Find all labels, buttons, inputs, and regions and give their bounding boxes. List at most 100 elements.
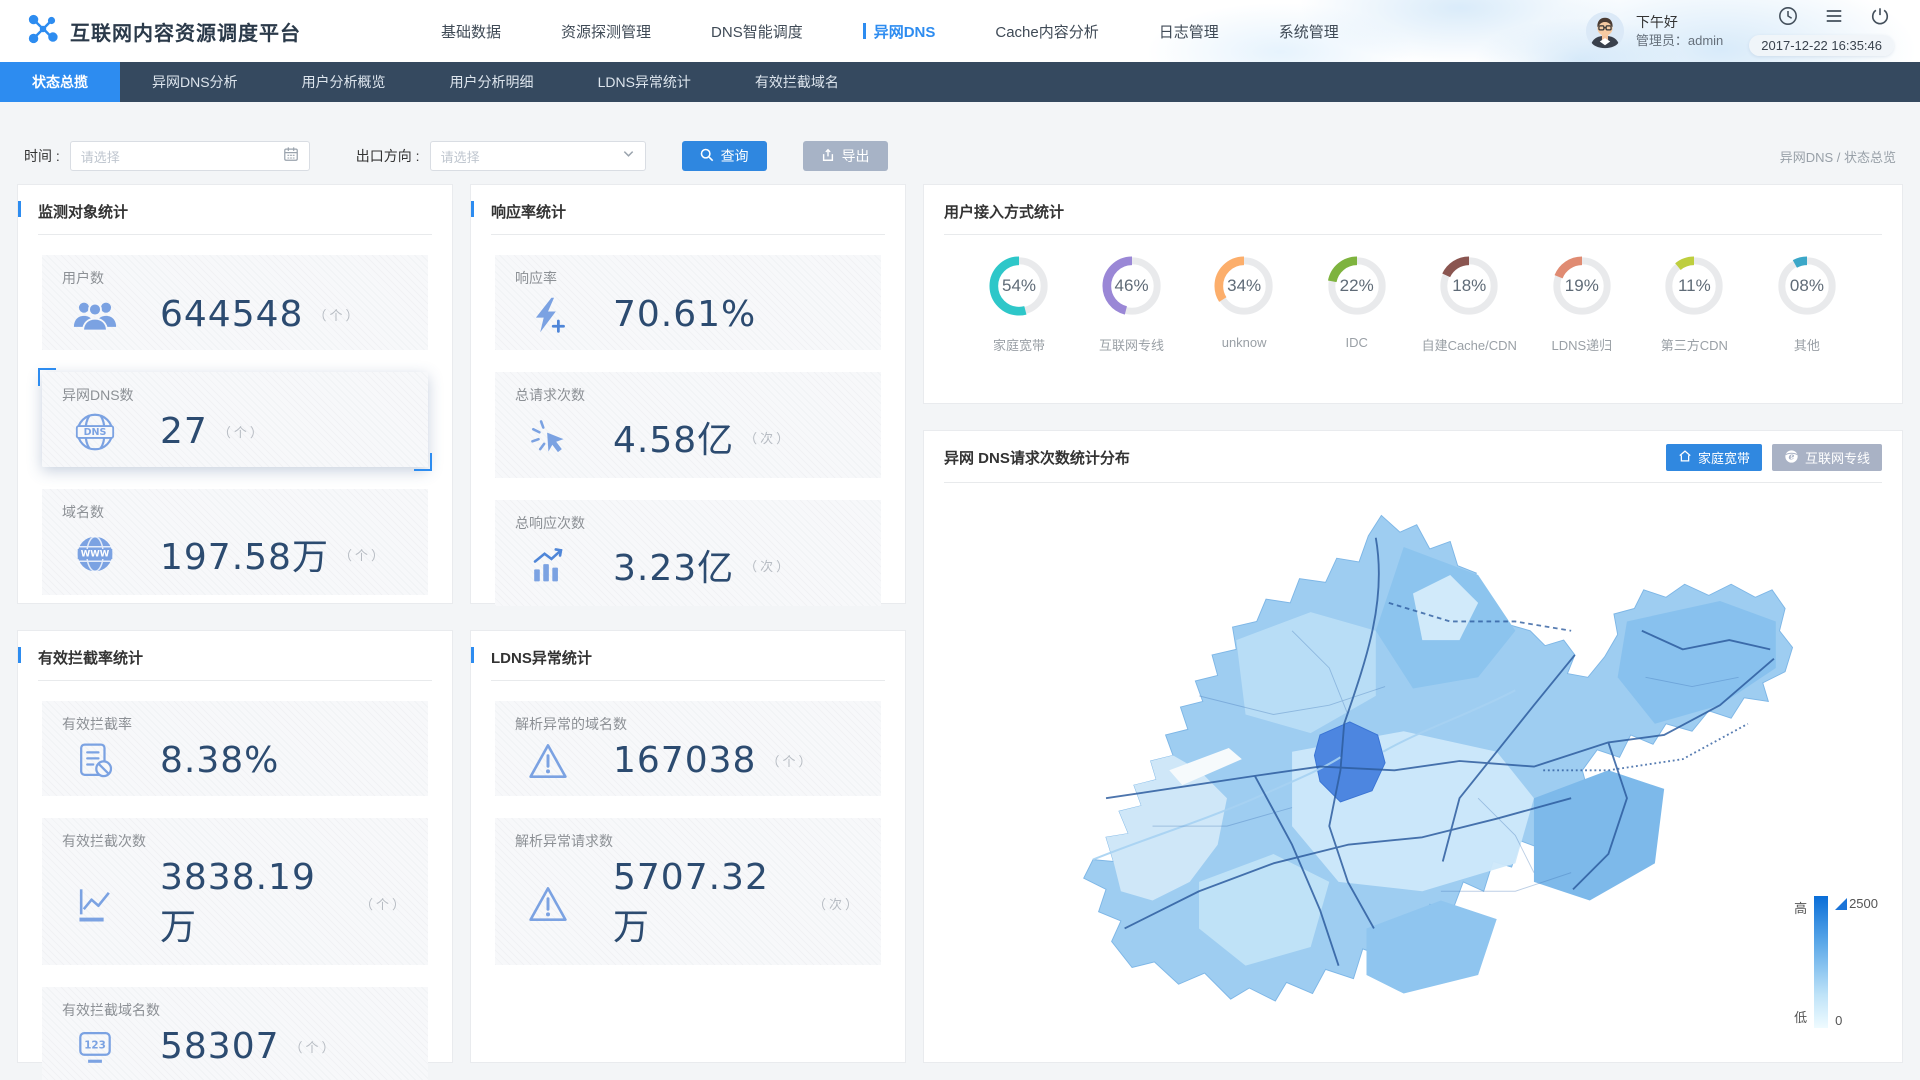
access-donut: 08% 其他 <box>1754 253 1860 354</box>
nav-item[interactable]: 系统管理 <box>1278 23 1339 41</box>
donut-chart: 22% <box>1324 253 1390 319</box>
nav-item[interactable]: 资源探测管理 <box>561 23 652 41</box>
legend-high-label: 高 <box>1794 901 1808 916</box>
stat-value: 8.38% <box>160 740 280 781</box>
donut-label: 家庭宽带 <box>992 338 1045 353</box>
breadcrumb: 异网DNS / 状态总览 <box>1779 149 1896 165</box>
access-donut: 22% IDC <box>1304 253 1410 354</box>
menu-list-icon[interactable] <box>1824 6 1844 31</box>
export-button[interactable]: 导出 <box>802 141 888 171</box>
donut-percent: 34% <box>1227 276 1262 295</box>
access-donut: 54% 家庭宽带 <box>966 253 1072 354</box>
card-title: 用户接入方式统计 <box>944 204 1065 221</box>
query-button[interactable]: 查询 <box>681 141 767 171</box>
map-highlight-region <box>1313 721 1386 803</box>
time-select[interactable]: 请选择 <box>69 141 310 171</box>
chevron-down-icon <box>622 147 635 165</box>
stat-tile[interactable]: 解析异常的域名数 167038 （个） <box>495 701 881 796</box>
stat-label: 总响应次数 <box>515 515 585 531</box>
tab[interactable]: 用户分析明细 <box>449 74 534 90</box>
stat-label: 域名数 <box>62 504 104 520</box>
card-title: LDNS异常统计 <box>491 650 592 667</box>
stat-value: 3.23亿 <box>613 548 735 589</box>
donut-chart: 18% <box>1436 253 1502 319</box>
stat-label: 有效拦截率 <box>62 716 132 732</box>
map-layer-button[interactable]: 家庭宽带 <box>1665 444 1762 471</box>
card-access-methods: 用户接入方式统计 54% 家庭宽带 46% 互联网专线 34% unknow 22% IDC 1… <box>923 184 1903 404</box>
legend-max-value: 2500 <box>1849 896 1878 911</box>
tab[interactable]: 异网DNS分析 <box>152 74 238 90</box>
stat-tile[interactable]: 有效拦截域名数 123 58307 （个） <box>42 987 428 1080</box>
nav-item[interactable]: 异网DNS <box>863 21 936 42</box>
stat-tile[interactable]: 异网DNS数 DNS 27 （个） <box>38 368 432 471</box>
stat-label: 异网DNS数 <box>62 387 134 403</box>
stat-value: 644548 <box>160 294 304 335</box>
legend-low-label: 低 <box>1794 1010 1808 1025</box>
stat-tile[interactable]: 有效拦截率 8.38% <box>42 701 428 796</box>
stat-unit: （个） <box>766 754 815 769</box>
stat-unit: （个） <box>289 1040 338 1055</box>
donut-label: 第三方CDN <box>1660 338 1728 353</box>
doc-block-icon <box>72 742 118 780</box>
stat-tile[interactable]: 总请求次数 4.58亿 （次） <box>495 372 881 478</box>
nav-item[interactable]: Cache内容分析 <box>995 23 1099 41</box>
donut-percent: 19% <box>1564 276 1599 295</box>
legend-min-value: 0 <box>1835 1013 1843 1028</box>
nav-item[interactable]: DNS智能调度 <box>711 23 803 41</box>
dns-globe-icon: DNS <box>72 412 118 452</box>
stat-unit: （个） <box>338 547 387 563</box>
main-nav: 基础数据 资源探测管理 DNS智能调度 异网DNS Cache内容分析 日志管理 系统管理 <box>441 21 1339 42</box>
card-title: 响应率统计 <box>491 204 567 221</box>
user-zone: 下午好 管理员：admin <box>1585 6 1894 56</box>
stat-tile[interactable]: 有效拦截次数 3838.19万 （个） <box>42 818 428 965</box>
stat-label: 有效拦截次数 <box>62 833 146 849</box>
stat-label: 解析异常请求数 <box>515 833 613 849</box>
donut-chart: 46% <box>1099 253 1165 319</box>
warning-icon <box>525 742 571 780</box>
access-donut: 18% 自建Cache/CDN <box>1416 253 1522 354</box>
avatar[interactable] <box>1585 12 1624 50</box>
donut-chart: 54% <box>986 253 1052 319</box>
donut-percent: 54% <box>1001 276 1037 295</box>
stat-tile[interactable]: 用户数 644548 （个） <box>42 255 428 350</box>
stat-value: 197.58万 <box>160 537 329 578</box>
stat-label: 解析异常的域名数 <box>515 716 627 732</box>
stat-tile[interactable]: 响应率 70.61% <box>495 255 881 350</box>
stat-value: 5707.32万 <box>613 857 769 948</box>
card-monitor-stats: 监测对象统计 用户数 644548 （个） 异网DNS数 DNS 27 （个） 域名数 WWW 1… <box>17 184 453 604</box>
stat-tile[interactable]: 解析异常请求数 5707.32万 （次） <box>495 818 881 965</box>
user-greeting: 下午好 管理员：admin <box>1636 13 1723 49</box>
nav-item[interactable]: 日志管理 <box>1158 23 1219 41</box>
donut-percent: 22% <box>1339 276 1374 295</box>
app-title: 互联网内容资源调度平台 <box>70 22 301 45</box>
datetime-display: 2017-12-22 16:35:46 <box>1749 35 1894 56</box>
direction-select[interactable]: 请选择 <box>429 141 646 171</box>
tab[interactable]: 状态总揽 <box>0 62 120 102</box>
map-legend: 高 低 2500 0 <box>1794 896 1878 1028</box>
stat-unit: （次） <box>744 558 793 574</box>
stat-label: 用户数 <box>62 270 104 286</box>
bolt-icon <box>525 296 571 334</box>
tab[interactable]: 有效拦截域名 <box>754 74 839 90</box>
shandong-map[interactable] <box>1013 491 1813 1031</box>
legend-gradient-bar <box>1814 896 1829 1028</box>
stat-unit: （个） <box>217 425 266 440</box>
nav-item[interactable]: 基础数据 <box>441 23 502 41</box>
stat-unit: （次） <box>812 897 861 912</box>
tab[interactable]: 用户分析概览 <box>301 74 386 90</box>
power-icon[interactable] <box>1870 6 1890 31</box>
map-layer-buttons: 家庭宽带 e 互联网专线 <box>1665 444 1882 471</box>
filter-bar: 时间 : 请选择 出口方向 : 请选择 查询 <box>0 102 1920 184</box>
time-select-placeholder: 请选择 <box>80 149 120 165</box>
card-response-stats: 响应率统计 响应率 70.61% 总请求次数 4.58亿 （次） 总响应次数 3.23亿 （次… <box>470 184 906 606</box>
stat-label: 响应率 <box>515 270 557 286</box>
click-icon <box>525 418 571 456</box>
clock-icon[interactable] <box>1778 6 1798 31</box>
map-layer-button[interactable]: e 互联网专线 <box>1771 444 1882 471</box>
stat-tile[interactable]: 总响应次数 3.23亿 （次） <box>495 500 881 606</box>
warning-icon <box>525 885 571 923</box>
tab[interactable]: LDNS异常统计 <box>597 74 691 90</box>
stat-tile[interactable]: 域名数 WWW 197.58万 （个） <box>42 489 428 595</box>
donut-label: IDC <box>1345 335 1368 350</box>
time-filter-label: 时间 : <box>24 148 60 164</box>
